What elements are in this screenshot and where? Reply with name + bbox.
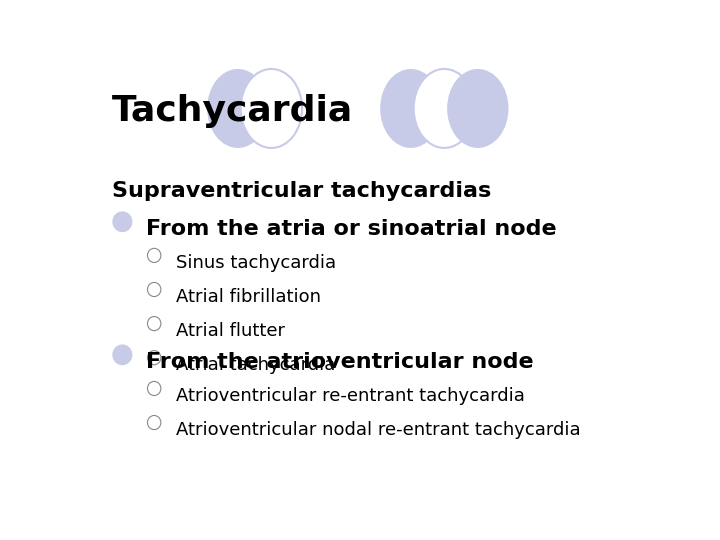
Ellipse shape	[148, 282, 161, 296]
Text: Atrial tachycardia: Atrial tachycardia	[176, 356, 336, 374]
Ellipse shape	[380, 69, 441, 148]
Ellipse shape	[148, 415, 161, 430]
Text: Atrioventricular nodal re-entrant tachycardia: Atrioventricular nodal re-entrant tachyc…	[176, 421, 581, 439]
Text: From the atrioventricular node: From the atrioventricular node	[145, 352, 534, 372]
Text: Supraventricular tachycardias: Supraventricular tachycardias	[112, 181, 492, 201]
Ellipse shape	[112, 211, 132, 232]
Text: Sinus tachycardia: Sinus tachycardia	[176, 254, 337, 272]
Text: Atrioventricular re-entrant tachycardia: Atrioventricular re-entrant tachycardia	[176, 387, 526, 405]
Ellipse shape	[148, 316, 161, 330]
Text: Atrial fibrillation: Atrial fibrillation	[176, 288, 322, 306]
Text: Tachycardia: Tachycardia	[112, 94, 354, 128]
Text: From the atria or sinoatrial node: From the atria or sinoatrial node	[145, 219, 557, 239]
Text: Atrial flutter: Atrial flutter	[176, 322, 286, 340]
Ellipse shape	[112, 345, 132, 365]
Ellipse shape	[148, 248, 161, 262]
Ellipse shape	[240, 69, 302, 148]
Ellipse shape	[413, 69, 475, 148]
Ellipse shape	[207, 69, 269, 148]
Ellipse shape	[148, 350, 161, 365]
Ellipse shape	[447, 69, 508, 148]
Ellipse shape	[148, 381, 161, 395]
